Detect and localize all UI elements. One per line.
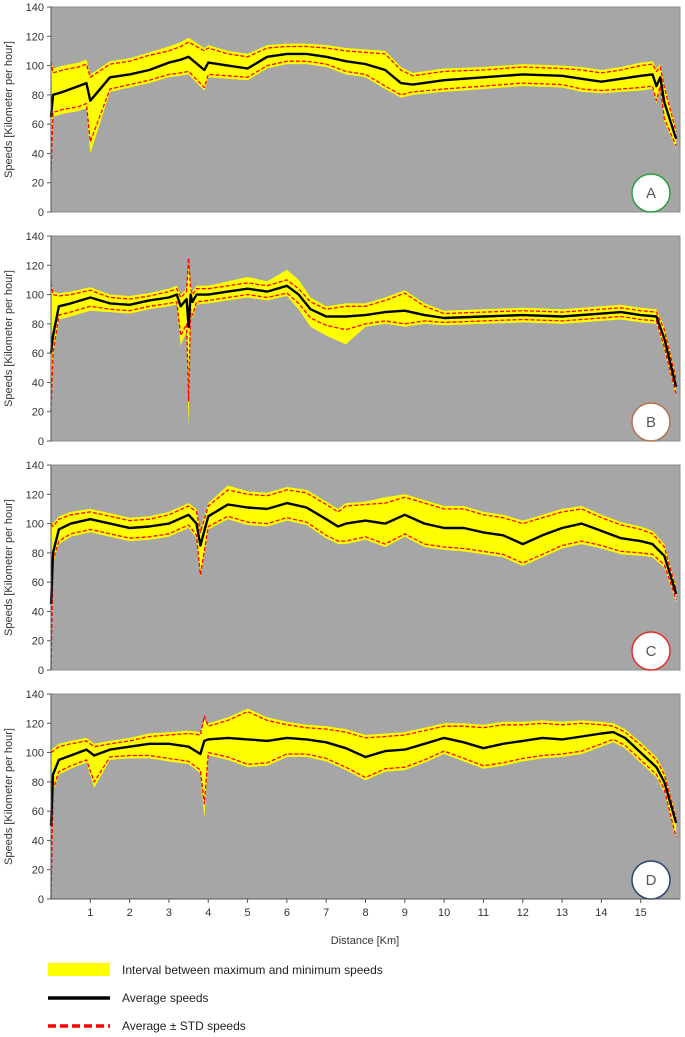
panel-badge-label: A <box>646 185 656 202</box>
panel-b: 0 20 40 60 80 100 120 140 Speeds [Kilometer per … <box>3 231 681 448</box>
legend-label-std: Average ± STD speeds <box>122 1019 246 1033</box>
x-axis: 1 2 3 4 5 6 7 8 9 10 11 12 13 14 15 <box>51 898 680 919</box>
y-tick-label: 40 <box>32 835 44 847</box>
y-tick-label: 120 <box>26 31 44 43</box>
interval-band <box>51 37 677 177</box>
y-tick-label: 140 <box>26 2 44 14</box>
panel-a: 0 20 40 60 80 100 120 140 Speeds [Kilometer per … <box>3 2 681 219</box>
y-tick-label: 120 <box>26 718 44 730</box>
x-tick-label: 2 <box>127 907 133 919</box>
y-tick-label: 20 <box>32 636 44 648</box>
y-tick-label: 100 <box>26 519 44 531</box>
x-tick-label: 14 <box>595 907 607 919</box>
panel-badge <box>631 631 671 671</box>
panel-badge-label: D <box>646 872 657 889</box>
std-upper-line <box>50 41 677 132</box>
y-tick-label: 100 <box>26 290 44 302</box>
y-tick-label: 80 <box>32 319 44 331</box>
y-tick-label: 0 <box>38 436 44 448</box>
y-axis-label: Speeds [Kilometer per hour] <box>3 41 15 178</box>
x-tick-label: 13 <box>556 907 568 919</box>
legend-swatch-interval <box>48 963 110 976</box>
plot-area <box>50 6 681 213</box>
y-axis-label: Speeds [Kilometer per hour] <box>3 499 15 636</box>
std-lower-line <box>50 738 677 900</box>
y-tick-label: 20 <box>32 407 44 419</box>
x-tick-label: 15 <box>635 907 647 919</box>
legend-label-average: Average speeds <box>122 991 209 1005</box>
y-tick-label: 80 <box>32 548 44 560</box>
x-tick-label: 11 <box>478 907 489 919</box>
average-line <box>49 730 678 826</box>
x-tick-label: 3 <box>166 907 172 919</box>
y-axis-label: Speeds [Kilometer per hour] <box>3 728 15 865</box>
x-tick-label: 8 <box>362 907 368 919</box>
y-tick-label: 80 <box>32 90 44 102</box>
y-tick-label: 40 <box>32 377 44 389</box>
y-tick-label: 0 <box>38 894 44 906</box>
std-upper-line <box>50 710 677 819</box>
panel-badge-label: B <box>646 414 656 431</box>
y-tick-label: 140 <box>26 460 44 472</box>
x-tick-label: 10 <box>438 907 450 919</box>
x-tick-label: 9 <box>402 907 408 919</box>
y-tick-label: 60 <box>32 806 44 818</box>
legend-label-band: Interval between maximum and minimum spe… <box>122 963 383 977</box>
plot-area <box>50 464 681 671</box>
panel-badge <box>631 402 671 442</box>
y-tick-label: 140 <box>26 231 44 243</box>
panel-badge <box>631 173 671 213</box>
average-line <box>49 284 678 388</box>
panel-badge-label: C <box>646 643 657 660</box>
std-upper-line <box>50 257 677 380</box>
x-tick-label: 6 <box>284 907 290 919</box>
x-axis-label: Distance [Km] <box>331 935 399 947</box>
y-tick-label: 120 <box>26 260 44 272</box>
y-tick-label: 0 <box>38 665 44 677</box>
y-tick-label: 60 <box>32 577 44 589</box>
y-tick-label: 100 <box>26 61 44 73</box>
y-tick-label: 80 <box>32 777 44 789</box>
y-tick-label: 140 <box>26 689 44 701</box>
y-tick-label: 20 <box>32 865 44 877</box>
y-tick-label: 0 <box>38 207 44 219</box>
y-tick-label: 120 <box>26 489 44 501</box>
y-tick-label: 20 <box>32 178 44 190</box>
panel-c: 0 20 40 60 80 100 120 140 Speeds [Kilometer per … <box>3 460 681 677</box>
x-tick-label: 12 <box>517 907 529 919</box>
y-tick-label: 60 <box>32 119 44 131</box>
x-tick-label: 5 <box>245 907 251 919</box>
y-tick-label: 40 <box>32 148 44 160</box>
std-lower-line <box>50 60 677 172</box>
panel-d: 0 20 40 60 80 100 120 140 Speeds [Kilometer per … <box>3 689 681 906</box>
legend: Interval between maximum and minimum spe… <box>48 963 383 1033</box>
std-lower-line <box>50 292 677 412</box>
average-line <box>49 52 678 140</box>
y-tick-label: 100 <box>26 748 44 760</box>
std-lower-line <box>50 515 677 671</box>
plot-area <box>50 235 681 442</box>
panels-group: 0 20 40 60 80 100 120 140 Speeds [Kilometer per … <box>3 2 681 906</box>
x-tick-label: 1 <box>87 907 93 919</box>
y-tick-label: 40 <box>32 606 44 618</box>
std-upper-line <box>50 489 677 590</box>
x-tick-label: 4 <box>205 907 211 919</box>
y-axis-label: Speeds [Kilometer per hour] <box>3 270 15 407</box>
x-tick-label: 7 <box>323 907 329 919</box>
y-tick-label: 60 <box>32 348 44 360</box>
average-line <box>49 501 678 605</box>
interval-band <box>51 708 677 899</box>
